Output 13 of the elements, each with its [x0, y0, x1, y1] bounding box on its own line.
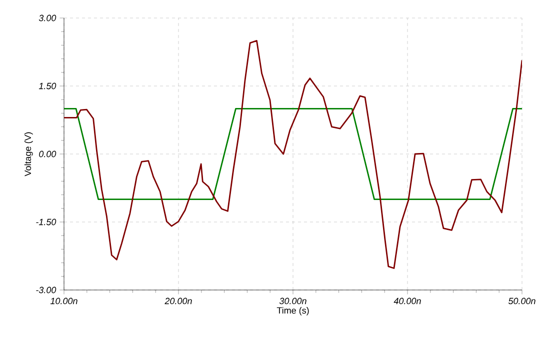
x-tick-label: 30.00n — [279, 298, 306, 304]
y-tick-label: 0.00 — [39, 150, 56, 158]
x-axis-title: Time (s) — [276, 307, 309, 316]
line-series — [64, 40, 522, 269]
x-tick-label: 40.00n — [394, 298, 421, 304]
y-axis-title: Voltage (V) — [24, 132, 33, 176]
x-tick-label: 20.00n — [164, 298, 192, 304]
y-tick-label: 1.50 — [38, 82, 56, 90]
x-tick-label: 50.00n — [508, 298, 536, 304]
y-tick-label: -3.00 — [36, 286, 56, 294]
y-tick-label: 3.00 — [38, 14, 56, 22]
x-tick-label: 10.00n — [50, 298, 78, 304]
y-tick-label: -1.50 — [36, 218, 56, 226]
